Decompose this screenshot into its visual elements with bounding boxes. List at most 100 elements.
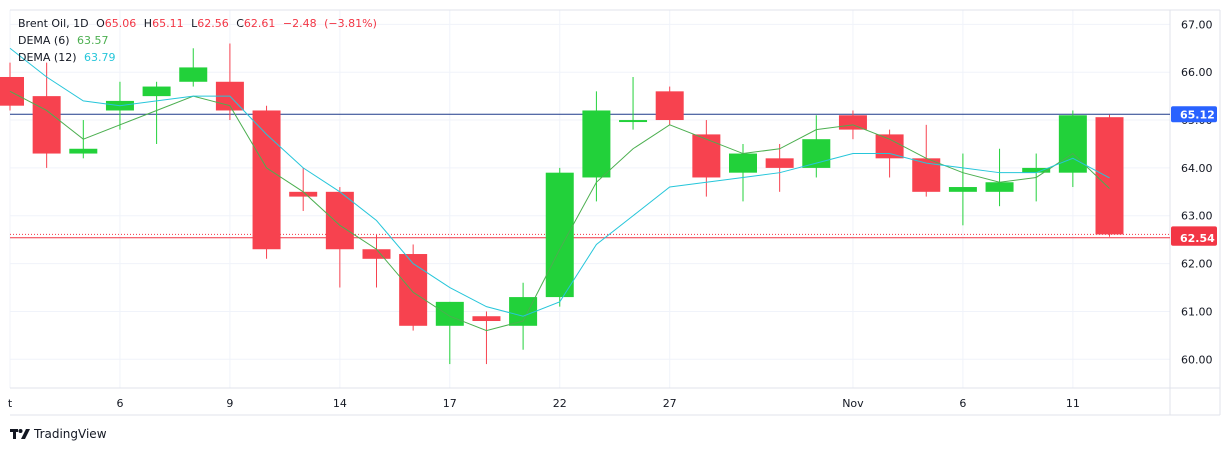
tradingview-icon (10, 429, 30, 439)
candle-body (0, 76, 24, 106)
candle[interactable] (692, 120, 721, 197)
candle[interactable] (948, 153, 977, 226)
candle-body (729, 153, 757, 173)
dema12-label: DEMA (12) (18, 51, 77, 64)
brand-name: TradingView (34, 427, 107, 441)
interval[interactable]: 1D (73, 17, 89, 30)
candle-body (289, 191, 318, 197)
high-label: H (143, 17, 153, 30)
y-tick-label: 63.00 (1181, 210, 1213, 223)
x-tick-label: 14 (333, 397, 347, 410)
low-value: 62.56 (197, 17, 229, 30)
candle-body (1022, 167, 1051, 173)
x-tick-label: t (8, 397, 13, 410)
grid (9, 10, 1170, 388)
x-tick-label: Nov (842, 397, 864, 410)
candle[interactable] (0, 62, 24, 111)
candle[interactable] (582, 91, 611, 202)
candle[interactable] (325, 187, 354, 288)
candle[interactable] (765, 143, 794, 192)
candle[interactable] (32, 62, 61, 168)
dema-series (9, 47, 1110, 332)
x-tick-label: 6 (959, 397, 966, 410)
x-tick-label: 9 (226, 397, 233, 410)
candle[interactable] (472, 311, 501, 365)
candle[interactable] (179, 48, 208, 87)
candle-body (472, 316, 501, 322)
y-tick-label: 67.00 (1181, 18, 1213, 31)
high-value: 65.11 (152, 17, 184, 30)
dema12-row[interactable]: DEMA (12) 63.79 (18, 49, 377, 66)
candle-body (838, 115, 867, 130)
candle-body (948, 187, 977, 192)
candle-body (435, 301, 464, 326)
x-tick-label: 27 (663, 397, 677, 410)
candle-body (252, 110, 281, 250)
dema6-row[interactable]: DEMA (6) 63.57 (18, 32, 377, 49)
candle-body (655, 91, 684, 121)
candle[interactable] (435, 301, 464, 365)
candle[interactable] (1058, 110, 1087, 188)
close-label: C (236, 17, 244, 30)
candle-body (179, 67, 208, 82)
price-label-text: 65.12 (1180, 108, 1215, 121)
x-tick-label: 22 (553, 397, 567, 410)
x-tick-label: 17 (443, 397, 457, 410)
dema12-value: 63.79 (84, 51, 116, 64)
candle-body (362, 249, 391, 259)
y-tick-label: 61.00 (1181, 305, 1213, 318)
candle[interactable] (545, 167, 574, 307)
candle-body (545, 172, 574, 298)
open-label: O (96, 17, 105, 30)
candle[interactable] (655, 86, 684, 125)
price-label: 62.54 (1171, 229, 1217, 246)
plot-frame (10, 9, 1221, 416)
change-value: −2.48 (282, 17, 317, 30)
price-label-text: 62.54 (1180, 232, 1215, 245)
dema6-label: DEMA (6) (18, 34, 70, 47)
y-tick-label: 66.00 (1181, 66, 1213, 79)
candle-body (399, 254, 428, 326)
candle[interactable] (1095, 114, 1124, 237)
price-label-bg (1171, 229, 1217, 246)
candle-body (985, 182, 1014, 192)
candles[interactable] (0, 43, 1124, 365)
x-tick-label: 11 (1066, 397, 1080, 410)
chart-legend: Brent Oil, 1D O65.06 H65.11 L62.56 C62.6… (18, 15, 377, 66)
change-percent: (−3.81%) (324, 17, 377, 30)
candle-body (765, 158, 794, 168)
candle-body (619, 120, 648, 123)
candle[interactable] (252, 105, 281, 259)
candle-body (325, 191, 354, 250)
low-label: L (191, 17, 198, 30)
candle-body (582, 110, 611, 178)
ohlc-row: Brent Oil, 1D O65.06 H65.11 L62.56 C62.6… (18, 17, 377, 30)
open-value: 65.06 (104, 17, 137, 30)
symbol-name[interactable]: Brent Oil (18, 17, 67, 30)
y-tick-label: 62.00 (1181, 258, 1213, 271)
candle-body (69, 148, 98, 154)
candle[interactable] (289, 167, 318, 211)
dema12-line (9, 47, 1110, 317)
candle-body (32, 96, 61, 154)
candle[interactable] (509, 282, 538, 350)
x-tick-label: 6 (116, 397, 123, 410)
candle[interactable] (619, 76, 648, 130)
candle[interactable] (362, 234, 391, 288)
candle-body (142, 86, 171, 97)
candle[interactable] (142, 81, 171, 144)
candle[interactable] (985, 148, 1014, 207)
candle-body (875, 134, 904, 159)
dema6-value: 63.57 (77, 34, 109, 47)
price-label-bg (1171, 106, 1217, 123)
tradingview-logo[interactable]: TradingView (10, 427, 107, 441)
y-tick-label: 60.00 (1181, 353, 1213, 366)
x-axis[interactable]: t 6 9 14 17 22 27 Nov 6 11 (8, 397, 1080, 410)
candle-body (692, 134, 721, 178)
candle-body (1095, 117, 1124, 235)
close-value: 62.61 (243, 17, 276, 30)
candle[interactable] (399, 244, 428, 331)
